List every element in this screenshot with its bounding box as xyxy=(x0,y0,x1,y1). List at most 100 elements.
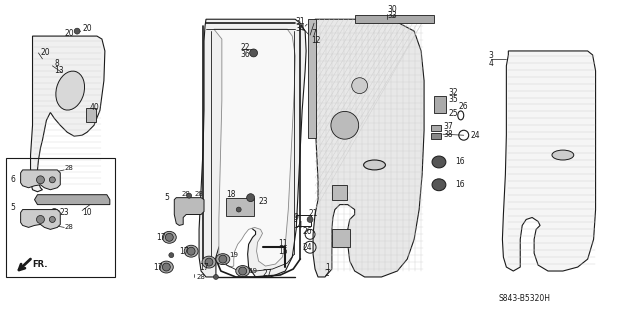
Text: 6: 6 xyxy=(11,175,15,184)
Circle shape xyxy=(331,111,358,139)
Text: 14: 14 xyxy=(293,221,303,230)
Text: 8: 8 xyxy=(54,59,59,68)
Ellipse shape xyxy=(216,254,230,264)
Circle shape xyxy=(219,255,227,263)
Text: 26: 26 xyxy=(302,227,312,236)
Circle shape xyxy=(307,217,313,222)
Circle shape xyxy=(36,216,44,223)
Ellipse shape xyxy=(236,266,250,277)
Ellipse shape xyxy=(432,156,446,168)
Text: 2: 2 xyxy=(325,270,330,278)
Text: 1: 1 xyxy=(325,263,330,271)
Text: 17: 17 xyxy=(156,233,166,242)
Text: 33: 33 xyxy=(387,11,397,20)
Circle shape xyxy=(239,267,246,275)
Text: 37: 37 xyxy=(443,122,452,131)
Text: S843-B5320H: S843-B5320H xyxy=(499,294,550,303)
Text: 31: 31 xyxy=(295,17,305,26)
Text: 21: 21 xyxy=(308,209,317,218)
Text: 24: 24 xyxy=(470,131,480,140)
Text: 12: 12 xyxy=(311,35,321,45)
Circle shape xyxy=(49,217,55,222)
Text: 25: 25 xyxy=(449,109,458,118)
Circle shape xyxy=(165,234,173,241)
Ellipse shape xyxy=(184,245,198,257)
Circle shape xyxy=(49,177,55,183)
Ellipse shape xyxy=(432,179,446,191)
Circle shape xyxy=(246,194,255,202)
Text: 23: 23 xyxy=(259,197,268,206)
Bar xyxy=(296,214,311,226)
Polygon shape xyxy=(199,19,306,277)
Text: 5: 5 xyxy=(11,203,15,212)
Text: 35: 35 xyxy=(449,95,459,104)
Bar xyxy=(332,229,349,247)
Polygon shape xyxy=(214,29,295,267)
Text: 22: 22 xyxy=(241,43,250,53)
Text: 11: 11 xyxy=(278,239,288,248)
Circle shape xyxy=(250,49,257,57)
Circle shape xyxy=(187,247,195,255)
Text: 19: 19 xyxy=(248,268,258,274)
Text: 16: 16 xyxy=(455,180,465,189)
Bar xyxy=(226,198,253,216)
Text: 5: 5 xyxy=(164,193,169,202)
Text: 28: 28 xyxy=(64,165,73,171)
Ellipse shape xyxy=(163,231,176,243)
Bar xyxy=(431,125,441,131)
Ellipse shape xyxy=(552,150,574,160)
Bar xyxy=(355,15,434,23)
Text: 19: 19 xyxy=(229,252,238,258)
Text: FR.: FR. xyxy=(33,260,48,269)
Text: 16: 16 xyxy=(455,158,465,167)
Text: 24: 24 xyxy=(302,243,312,252)
Text: 38: 38 xyxy=(443,130,452,139)
Circle shape xyxy=(74,28,80,34)
Bar xyxy=(434,96,446,114)
Text: 40: 40 xyxy=(90,103,100,112)
Text: 23: 23 xyxy=(60,208,69,217)
Bar xyxy=(308,19,316,138)
Text: 36: 36 xyxy=(241,50,250,59)
Text: 20: 20 xyxy=(64,29,74,38)
Circle shape xyxy=(163,263,170,271)
Text: 7: 7 xyxy=(311,29,316,38)
Circle shape xyxy=(205,258,213,266)
Ellipse shape xyxy=(364,160,385,170)
Circle shape xyxy=(352,78,367,93)
Text: 17: 17 xyxy=(179,247,189,256)
Circle shape xyxy=(169,253,174,258)
Text: 34: 34 xyxy=(295,24,305,33)
Text: 4: 4 xyxy=(488,59,493,68)
Ellipse shape xyxy=(159,261,173,273)
Polygon shape xyxy=(502,51,596,271)
Text: 10: 10 xyxy=(82,208,92,217)
Text: 28: 28 xyxy=(194,191,203,197)
Text: 3: 3 xyxy=(488,51,493,60)
Text: 9: 9 xyxy=(293,213,298,222)
Polygon shape xyxy=(31,36,105,192)
Circle shape xyxy=(36,176,44,184)
Text: 17: 17 xyxy=(154,263,163,271)
Polygon shape xyxy=(313,19,424,277)
Polygon shape xyxy=(20,210,60,229)
Polygon shape xyxy=(35,195,110,204)
Text: 17: 17 xyxy=(199,263,209,271)
Bar xyxy=(86,108,96,122)
Circle shape xyxy=(236,207,241,212)
Text: 18: 18 xyxy=(226,190,236,199)
Polygon shape xyxy=(20,170,60,190)
Text: 26: 26 xyxy=(459,102,468,111)
Text: 28: 28 xyxy=(181,191,190,197)
Text: 32: 32 xyxy=(449,88,458,97)
Text: 20: 20 xyxy=(82,24,92,33)
Polygon shape xyxy=(174,198,204,226)
Text: 28: 28 xyxy=(196,274,205,280)
Bar xyxy=(431,133,441,139)
Text: 20: 20 xyxy=(40,48,50,57)
Ellipse shape xyxy=(56,71,84,110)
Circle shape xyxy=(51,209,58,217)
Bar xyxy=(332,185,347,200)
Text: 28: 28 xyxy=(64,224,73,230)
Ellipse shape xyxy=(202,256,216,268)
